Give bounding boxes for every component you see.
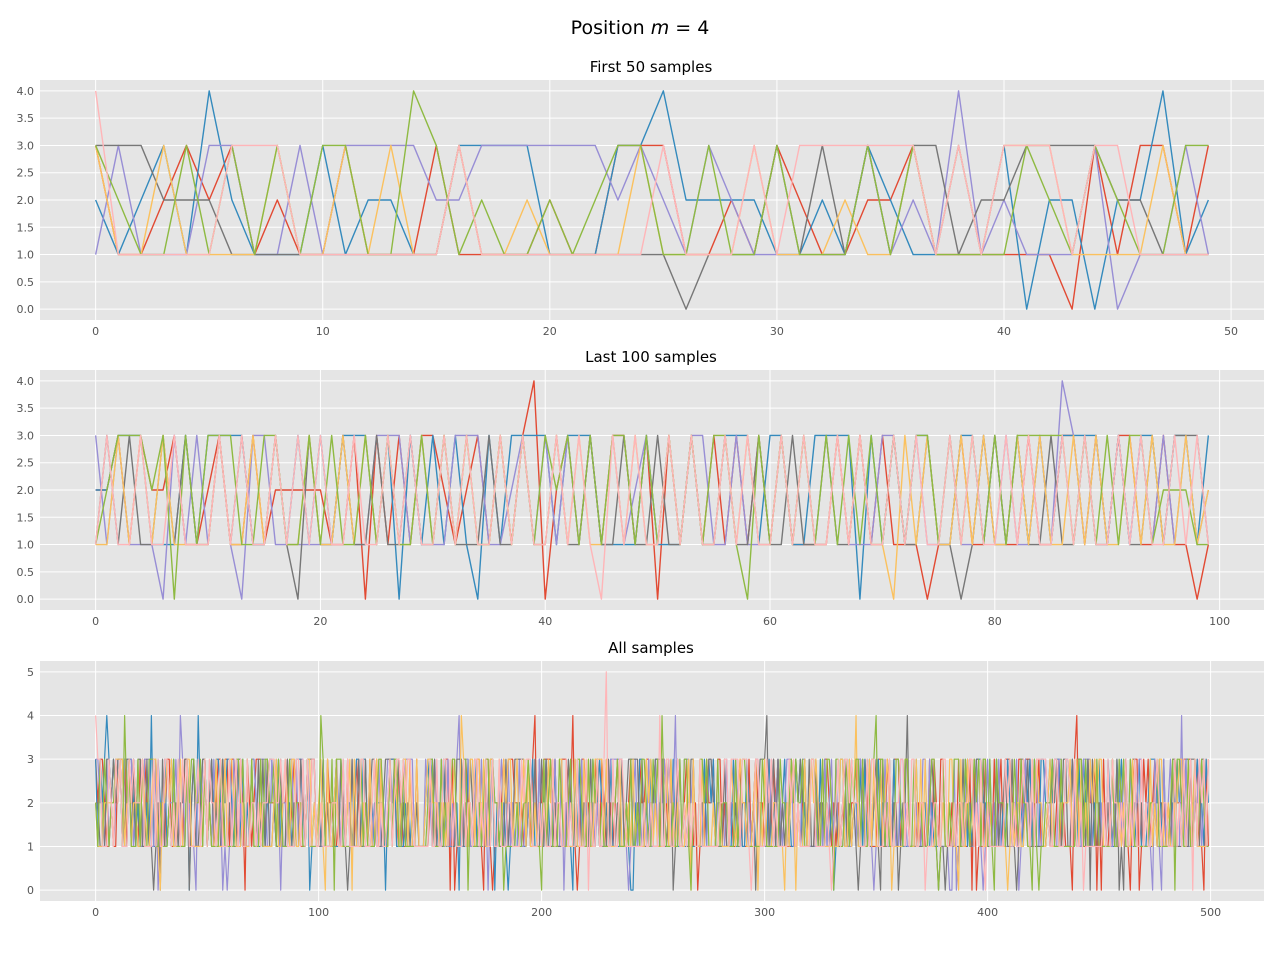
- series-line: [94, 434, 1210, 600]
- y-tick-label: 3.0: [17, 429, 35, 442]
- y-tick-label: 2.0: [17, 484, 35, 497]
- series-group: [94, 380, 1210, 600]
- y-tick-label: 2: [27, 797, 34, 810]
- x-tick-label: 200: [531, 906, 552, 919]
- y-tick-label: 2.5: [17, 457, 35, 470]
- y-tick-label: 4: [27, 710, 34, 723]
- x-tick-label: 0: [92, 906, 99, 919]
- chart-panel-all-samples: All samples 0 100 200 300 400 500 0 1 2 3 4 5: [27, 639, 1264, 919]
- y-tick-label: 0.0: [17, 303, 35, 316]
- y-tick-label: 0.5: [17, 276, 35, 289]
- y-tick-label: 3.0: [17, 139, 35, 152]
- y-tick-label: 2.0: [17, 194, 35, 207]
- series-group: [95, 671, 1209, 891]
- x-tick-label: 100: [1209, 615, 1230, 628]
- series-line: [95, 714, 1209, 891]
- y-tick-label: 1.5: [17, 511, 35, 524]
- y-tick-label: 1.0: [17, 539, 35, 552]
- y-tick-label: 0: [27, 884, 34, 897]
- chart-panel-first-50: First 50 samples 0 10 20 30 40 50 0.0 0.5 1.0 1.5…: [17, 58, 1264, 338]
- y-tick-label: 1: [27, 840, 34, 853]
- series-group: [94, 90, 1210, 310]
- y-tick-label: 1.5: [17, 221, 35, 234]
- x-tick-label: 20: [313, 615, 327, 628]
- y-tick-label: 2.5: [17, 167, 35, 180]
- y-tick-label: 1.0: [17, 249, 35, 262]
- y-tick-label: 3.5: [17, 112, 35, 125]
- x-tick-label: 30: [770, 325, 784, 338]
- series-line: [94, 90, 1209, 256]
- chart-panel-last-100: Last 100 samples 0 20 40 60 80 100 0.0 0.5 1.0 1.…: [17, 348, 1264, 628]
- y-tick-label: 3.5: [17, 402, 35, 415]
- x-tick-label: 100: [308, 906, 329, 919]
- x-tick-label: 60: [763, 615, 777, 628]
- y-tick-label: 4.0: [17, 85, 35, 98]
- x-tick-label: 400: [977, 906, 998, 919]
- figure-title: Position m = 4: [571, 17, 710, 39]
- y-tick-label: 4.0: [17, 375, 35, 388]
- chart-title: First 50 samples: [590, 58, 713, 76]
- x-tick-label: 300: [754, 906, 775, 919]
- series-line: [95, 671, 1209, 891]
- series-line: [95, 714, 1209, 891]
- y-tick-label: 0.5: [17, 566, 35, 579]
- series-line: [94, 144, 1210, 310]
- x-tick-label: 0: [92, 615, 99, 628]
- x-tick-label: 80: [988, 615, 1002, 628]
- x-tick-label: 0: [92, 325, 99, 338]
- x-tick-label: 10: [316, 325, 330, 338]
- y-tick-label: 3: [27, 753, 34, 766]
- chart-title: Last 100 samples: [585, 348, 717, 366]
- series-line: [95, 144, 1209, 310]
- x-tick-label: 40: [997, 325, 1011, 338]
- series-line: [94, 90, 1210, 310]
- y-tick-label: 5: [27, 666, 34, 679]
- x-tick-label: 50: [1224, 325, 1238, 338]
- x-tick-label: 40: [538, 615, 552, 628]
- x-tick-label: 20: [543, 325, 557, 338]
- chart-title: All samples: [608, 639, 694, 657]
- x-tick-label: 500: [1200, 906, 1221, 919]
- y-tick-label: 0.0: [17, 593, 35, 606]
